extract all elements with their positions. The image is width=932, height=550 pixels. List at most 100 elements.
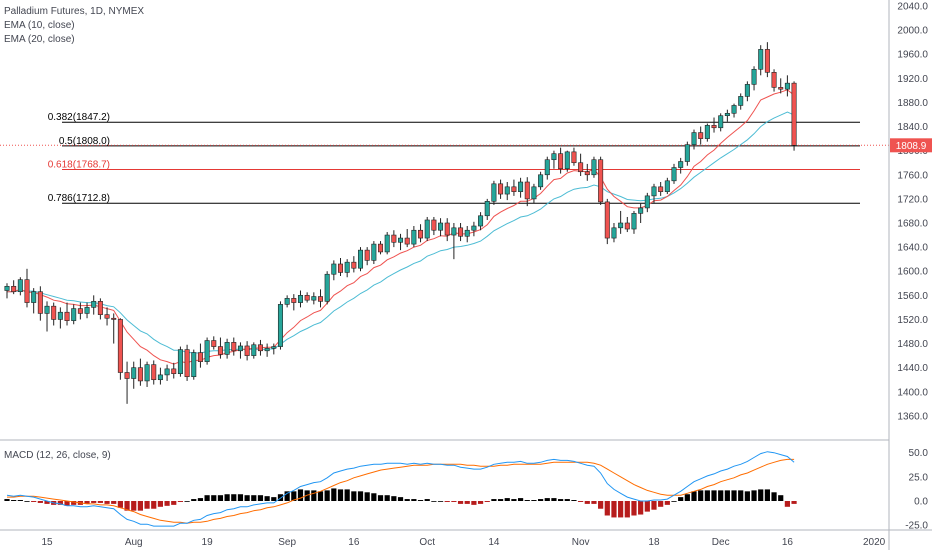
candle [337, 257, 343, 277]
candle [124, 361, 130, 404]
candle [684, 141, 690, 166]
macd-histogram-bar [257, 495, 264, 501]
macd-histogram-bar [484, 501, 490, 502]
macd-histogram-bar [591, 501, 597, 504]
candle [544, 156, 550, 180]
candle [678, 157, 684, 174]
candle [404, 229, 410, 248]
candle [538, 171, 544, 190]
candle [498, 179, 504, 199]
candle [217, 337, 223, 359]
candle [618, 210, 624, 234]
time-tick-label: 16 [782, 537, 794, 548]
candle [331, 260, 337, 281]
candle-body [778, 87, 784, 90]
candle [244, 341, 250, 361]
price-candles [4, 42, 797, 404]
candle [578, 153, 584, 176]
macd-histogram-bar [671, 501, 677, 502]
candle [764, 42, 770, 78]
macd-histogram-bar [698, 490, 704, 501]
price-tick-label: 1440.0 [897, 363, 928, 374]
time-tick-label: 2020 [863, 537, 886, 548]
candle [104, 307, 110, 326]
candle-body [424, 219, 430, 239]
macd-histogram-bar [464, 501, 470, 504]
candle-body [711, 125, 717, 129]
candle-body [364, 249, 370, 261]
candle [651, 183, 657, 204]
candle-body [337, 263, 343, 273]
candle [164, 364, 170, 381]
candle [251, 342, 257, 359]
candle-body [638, 207, 644, 214]
candle-body [784, 82, 790, 90]
candle [17, 277, 23, 296]
candle-body [578, 162, 584, 173]
macd-histogram-bar [111, 501, 117, 504]
candle-body [324, 273, 330, 302]
candle-body [284, 298, 290, 305]
candle [351, 256, 357, 273]
candle [358, 247, 364, 272]
time-tick-label: 19 [202, 537, 214, 548]
macd-histogram-bar [217, 495, 224, 501]
candle-body [131, 367, 137, 379]
candle [284, 295, 290, 308]
candle [624, 216, 630, 233]
candle-body [411, 229, 417, 245]
candle [344, 259, 350, 278]
macd-histogram-bar [404, 499, 410, 501]
macd-histogram-bar [157, 501, 164, 507]
candle [97, 298, 103, 320]
candle [117, 318, 123, 380]
macd-histogram-bar [124, 501, 130, 511]
candle-body [518, 181, 524, 192]
candle-body [64, 311, 70, 321]
candle-body [471, 225, 477, 231]
macd-histogram-bar [184, 501, 190, 502]
candle-body [484, 201, 490, 217]
candle [771, 69, 777, 92]
candle [31, 288, 37, 314]
candle [698, 126, 704, 145]
macd-tick-label: 50.0 [909, 448, 929, 459]
candle-body [391, 234, 397, 243]
macd-histogram-bar [437, 501, 444, 502]
time-tick-label: Dec [712, 537, 730, 548]
candle-body [151, 364, 157, 381]
candle-body [77, 308, 83, 314]
candle [731, 103, 737, 118]
candle [131, 361, 137, 389]
candle [471, 221, 477, 237]
candle [644, 192, 650, 213]
candle-body [478, 215, 484, 227]
candle [724, 109, 730, 122]
candle-body [524, 181, 530, 200]
candle [458, 223, 464, 242]
candle [598, 156, 604, 205]
price-tick-label: 1640.0 [897, 243, 928, 254]
ema10-line [7, 89, 795, 365]
price-tick-label: 1360.0 [897, 411, 928, 422]
macd-histogram-bar [264, 496, 270, 501]
macd-histogram-bar [744, 491, 750, 501]
candle-body [317, 296, 323, 302]
candle [438, 218, 444, 237]
candle-body [658, 186, 664, 192]
price-tick-label: 1840.0 [897, 122, 928, 133]
candle-body [571, 151, 577, 164]
candle-body [31, 291, 37, 303]
macd-histogram-bar [551, 498, 557, 501]
time-tick-label: 14 [488, 537, 500, 548]
candle [11, 280, 17, 295]
candle-body [604, 201, 610, 239]
macd-histogram-bar [651, 501, 657, 510]
macd-histogram-bar [84, 501, 90, 504]
legend-macd: MACD (12, 26, close, 9) [4, 450, 111, 461]
candle [71, 304, 77, 325]
candle-body [758, 49, 764, 70]
candle-body [24, 279, 30, 303]
candle-body [277, 304, 283, 347]
